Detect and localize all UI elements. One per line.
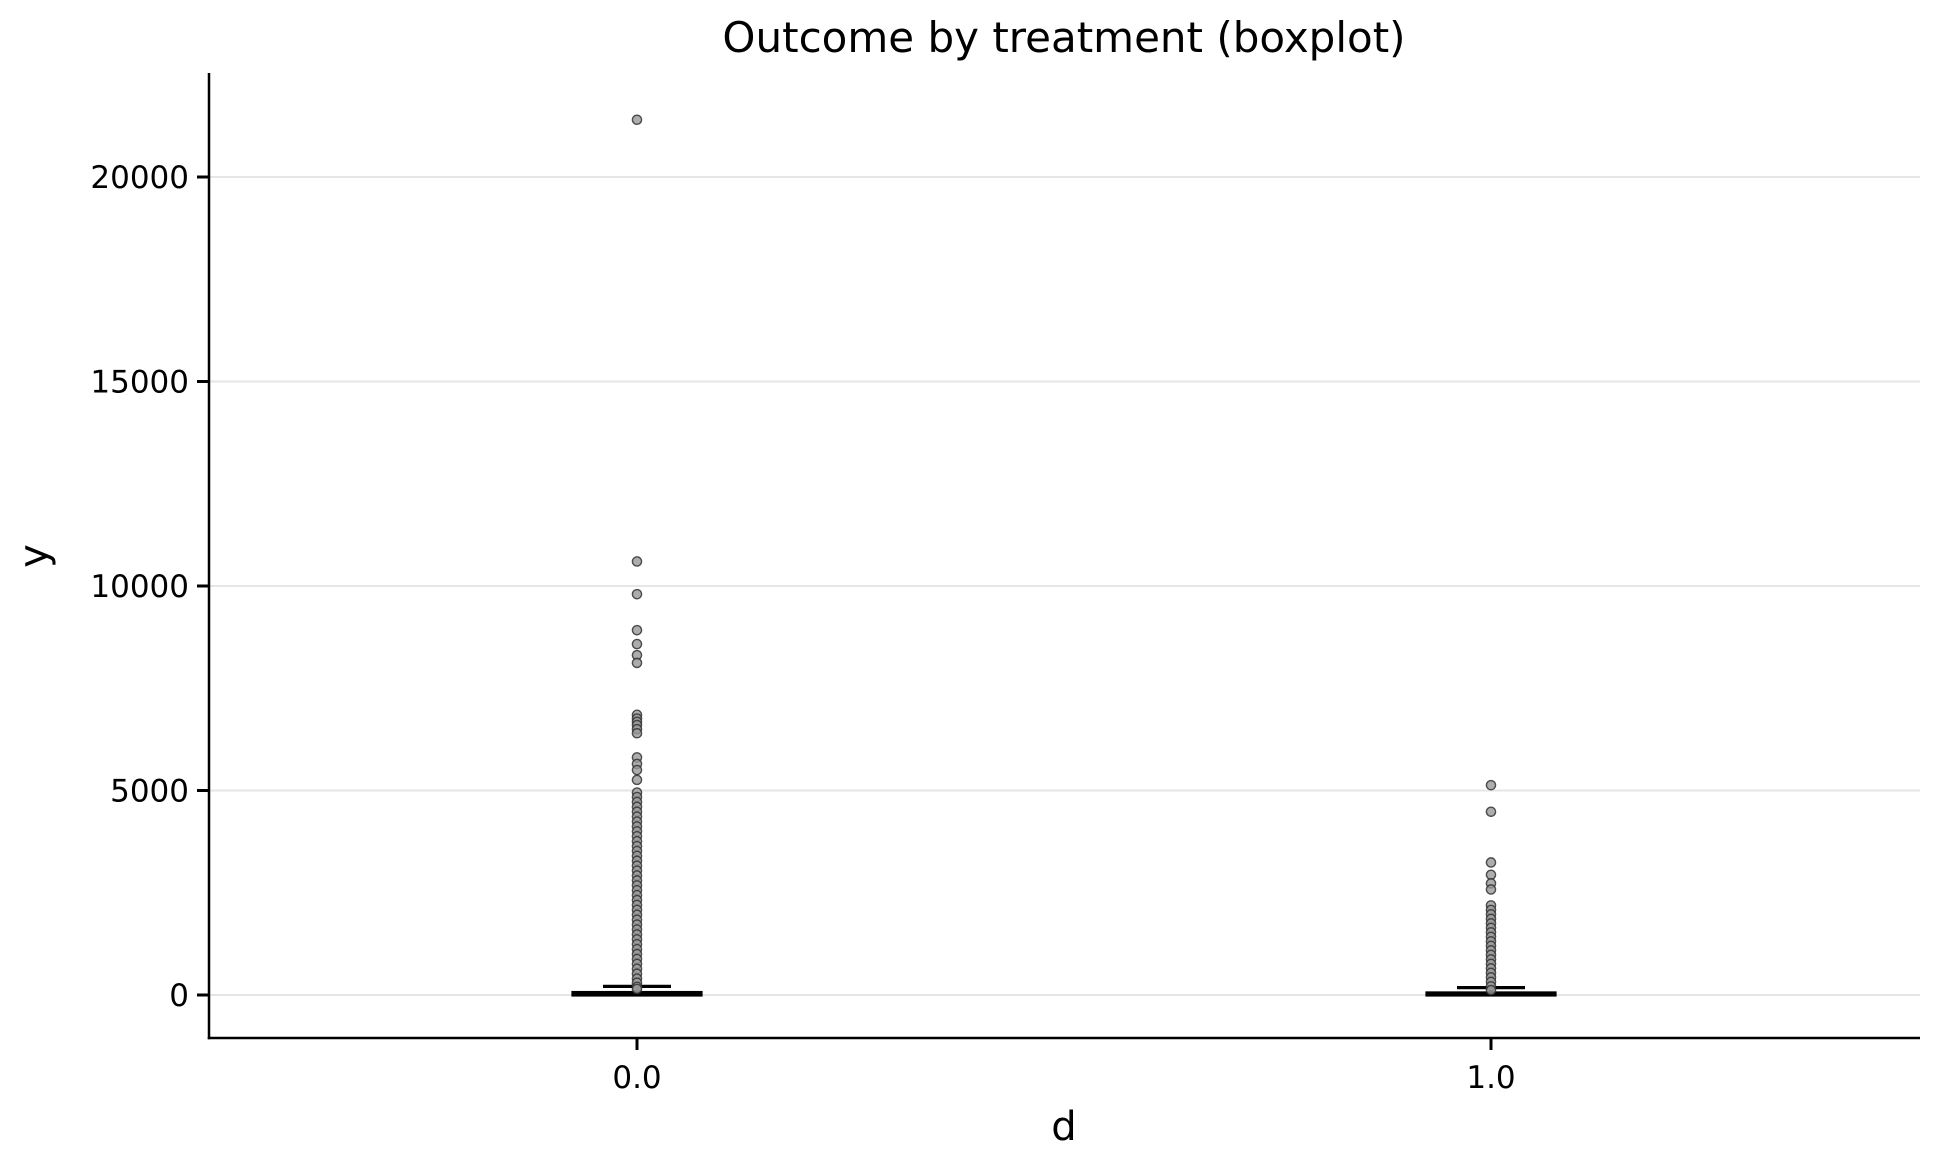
outlier-group0-2	[631, 588, 643, 600]
outlier-group1-2	[1485, 857, 1497, 868]
x-axis-label: d	[1051, 1104, 1076, 1150]
outlier-group0-6	[631, 657, 643, 669]
y-tick-label-2: 10000	[90, 569, 189, 605]
outlier-group0-3	[631, 624, 643, 636]
y-axis-label: y	[11, 544, 57, 568]
y-tick-label-0: 0	[169, 978, 189, 1014]
y-tick-label-3: 15000	[90, 365, 189, 401]
outlier-group1-5	[1485, 884, 1497, 895]
outlier-group0-58	[631, 983, 643, 995]
chart-title: Outcome by treatment (boxplot)	[722, 13, 1405, 62]
outlier-group1-1	[1485, 806, 1497, 818]
outlier-group0-12	[631, 727, 643, 739]
x-tick-label-0: 0.0	[612, 1060, 661, 1096]
outlier-group0-15	[631, 764, 643, 776]
outlier-group0-4	[631, 638, 643, 650]
outlier-group0-0	[631, 114, 643, 126]
outlier-group1-3	[1485, 869, 1497, 881]
outlier-group0-1	[631, 556, 643, 567]
outlier-group1-25	[1485, 984, 1497, 996]
outlier-group0-16	[631, 774, 643, 786]
x-tick-label-1: 1.0	[1466, 1060, 1515, 1096]
y-tick-label-4: 20000	[90, 160, 189, 196]
y-tick-label-1: 5000	[110, 774, 189, 810]
outlier-group1-0	[1485, 779, 1497, 791]
